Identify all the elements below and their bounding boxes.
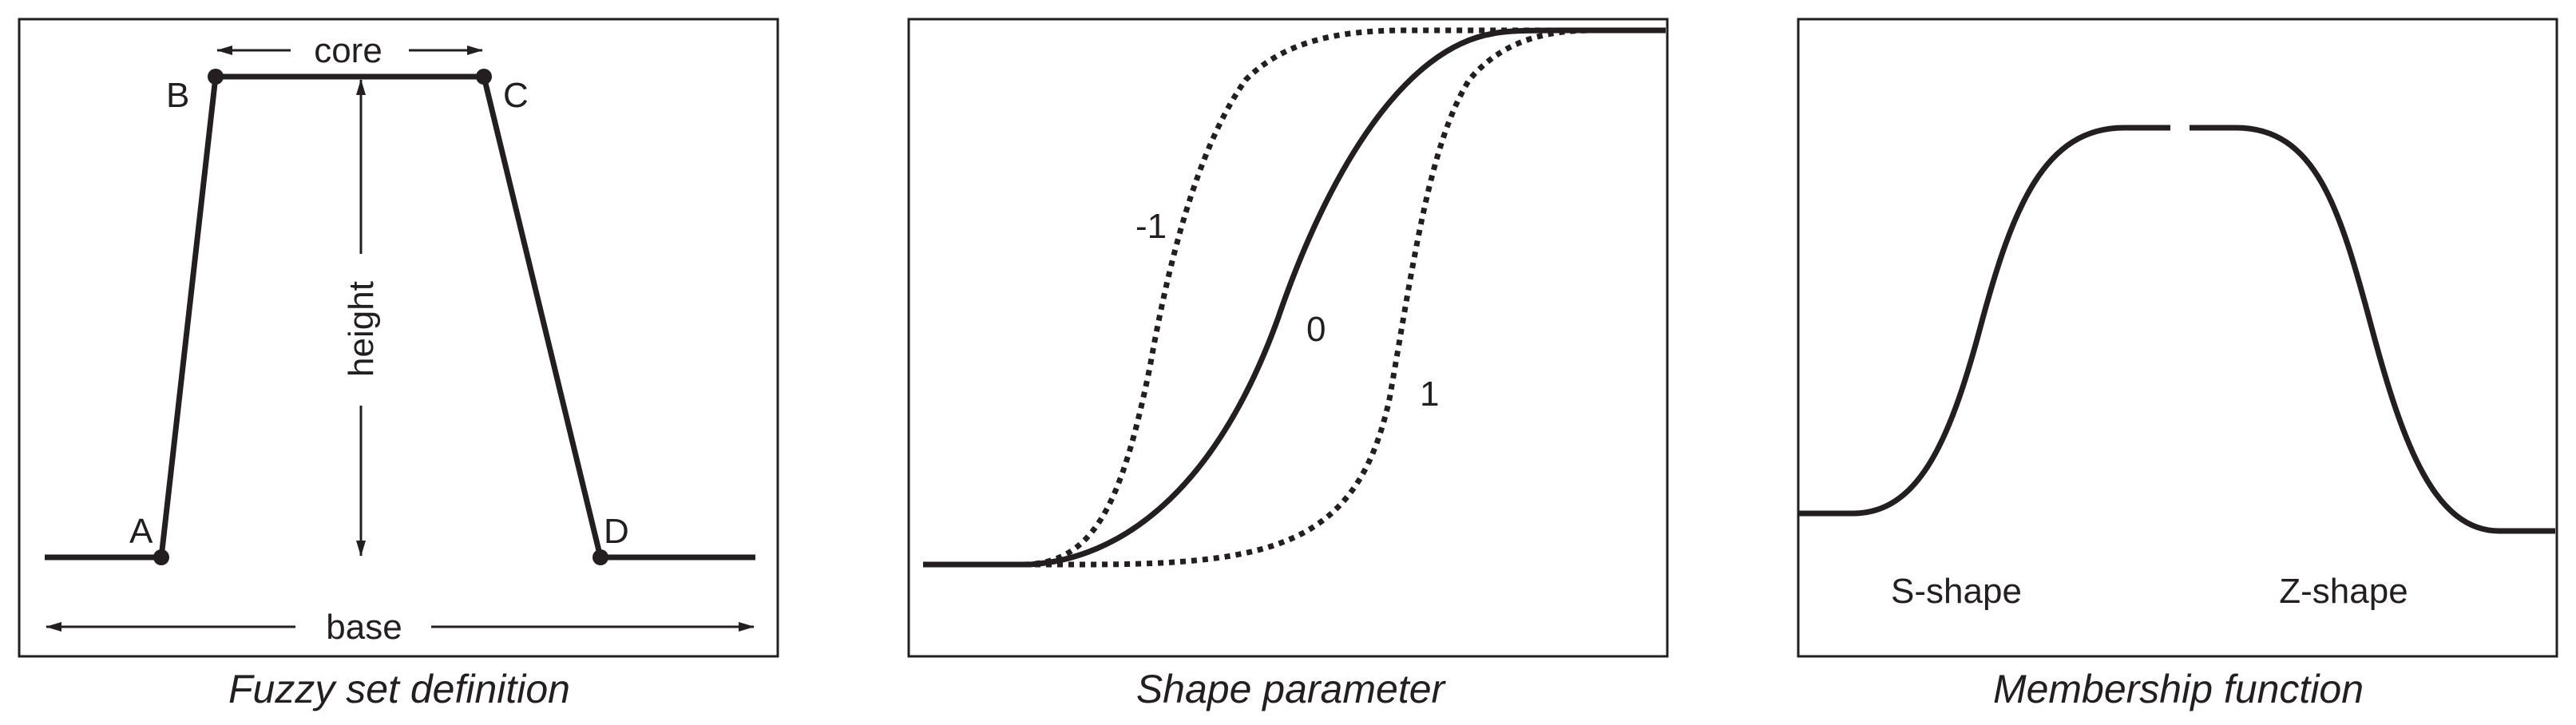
point-b-marker	[208, 69, 224, 85]
s-shape-curve	[1798, 125, 2170, 517]
base-label: base	[326, 608, 402, 647]
point-b-label: B	[166, 76, 189, 115]
curve-label-zero: 0	[1306, 310, 1326, 349]
panel-frame	[907, 18, 1669, 658]
panel-caption: Membership function	[1993, 667, 2364, 711]
core-label: core	[314, 31, 382, 70]
z-shape-label: Z-shape	[2279, 572, 2408, 611]
panel-membership-function: S-shape Z-shape Membership function	[1797, 18, 2558, 711]
curve-label-one: 1	[1420, 374, 1439, 414]
curve-one	[923, 27, 1666, 568]
point-a-label: A	[129, 512, 153, 551]
point-c-marker	[476, 69, 492, 85]
point-d-marker	[592, 549, 608, 565]
panel-shape-parameter: -1 0 1 Shape parameter	[907, 18, 1669, 711]
s-shape-label: S-shape	[1891, 572, 2022, 611]
curve-label-minus-one: -1	[1135, 207, 1167, 246]
point-c-label: C	[503, 76, 529, 115]
panel-caption: Fuzzy set definition	[228, 667, 570, 711]
curve-minus-one	[923, 27, 1666, 568]
z-shape-curve	[2190, 125, 2555, 534]
height-label: height	[342, 281, 381, 377]
point-d-label: D	[604, 512, 629, 551]
point-a-marker	[153, 549, 169, 565]
height-label-background	[342, 254, 380, 406]
trapezoid-membership-line	[45, 73, 755, 561]
curve-zero	[923, 27, 1666, 568]
panel-fuzzy-set-definition: A B C D core height base Fuzzy set defin…	[18, 18, 779, 711]
panel-frame	[1797, 18, 2558, 658]
panel-caption: Shape parameter	[1136, 667, 1447, 711]
panel-frame	[18, 18, 779, 658]
